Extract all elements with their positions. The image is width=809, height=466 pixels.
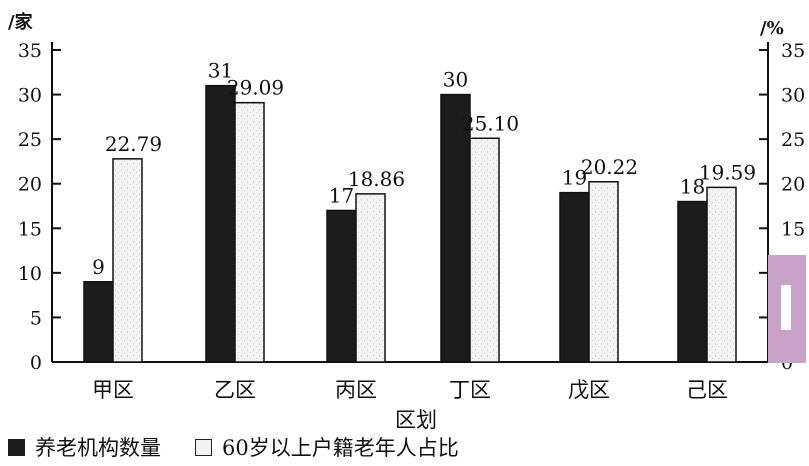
y-tick-label-left: 25 xyxy=(18,129,42,151)
data-label-count: 18 xyxy=(680,175,705,199)
x-category-label: 丙区 xyxy=(335,378,377,402)
y-axis-unit-left: /家 xyxy=(8,11,34,33)
bar-percent xyxy=(112,158,143,363)
y-tick-label-right: 35 xyxy=(781,40,805,62)
bar-count xyxy=(326,209,357,363)
y-tick-label-right: 20 xyxy=(781,174,805,196)
bar-percent xyxy=(588,181,619,363)
bar-count xyxy=(440,93,471,363)
decorative-marker xyxy=(768,255,806,363)
bar-percent xyxy=(234,101,265,363)
bar-count xyxy=(83,281,114,363)
x-category-label: 乙区 xyxy=(214,378,256,402)
data-label-percent: 20.22 xyxy=(581,155,638,179)
bar-percent xyxy=(469,137,500,363)
data-label-count: 19 xyxy=(562,166,587,190)
x-category-label: 戊区 xyxy=(568,378,610,402)
legend-swatch-light xyxy=(195,438,212,456)
data-label-count: 17 xyxy=(329,183,354,207)
bar-count xyxy=(677,200,708,363)
y-tick-label-left: 15 xyxy=(18,218,42,240)
x-category-label: 甲区 xyxy=(92,378,134,402)
y-tick-label-left: 35 xyxy=(18,40,42,62)
data-label-count: 30 xyxy=(443,68,468,92)
y-tick-label-right: 30 xyxy=(781,85,805,107)
legend-label-2: 60岁以上户籍老年人占比 xyxy=(222,436,459,460)
data-label-percent: 19.59 xyxy=(699,160,756,184)
legend: 养老机构数量 60岁以上户籍老年人占比 xyxy=(8,432,493,462)
legend-label-1: 养老机构数量 xyxy=(35,436,161,460)
y-tick-label-right: 15 xyxy=(781,218,805,240)
bar-count xyxy=(559,191,590,363)
bar-count xyxy=(205,84,236,363)
y-tick-label-left: 5 xyxy=(30,307,42,329)
y-axis-unit-right: /% xyxy=(760,18,784,39)
data-label-percent: 22.79 xyxy=(105,132,162,156)
y-tick-label-left: 20 xyxy=(18,174,42,196)
data-label-count: 9 xyxy=(92,255,105,279)
data-label-percent: 25.10 xyxy=(462,111,519,135)
data-label-percent: 29.09 xyxy=(227,76,284,100)
bar-percent xyxy=(706,186,737,363)
legend-item-2: 60岁以上户籍老年人占比 xyxy=(195,432,459,462)
legend-item-1: 养老机构数量 xyxy=(8,432,161,462)
y-tick-label-right: 25 xyxy=(781,129,805,151)
data-label-count: 31 xyxy=(208,59,233,83)
y-tick-label-left: 30 xyxy=(18,85,42,107)
y-tick-label-left: 0 xyxy=(30,352,42,374)
x-axis-title: 区划 xyxy=(395,408,437,432)
y-tick-label-left: 10 xyxy=(18,263,42,285)
legend-swatch-dark xyxy=(8,438,25,456)
bar-percent xyxy=(355,193,386,363)
x-category-label: 丁区 xyxy=(449,378,491,402)
x-category-label: 己区 xyxy=(686,378,728,402)
data-label-percent: 18.86 xyxy=(348,167,405,191)
